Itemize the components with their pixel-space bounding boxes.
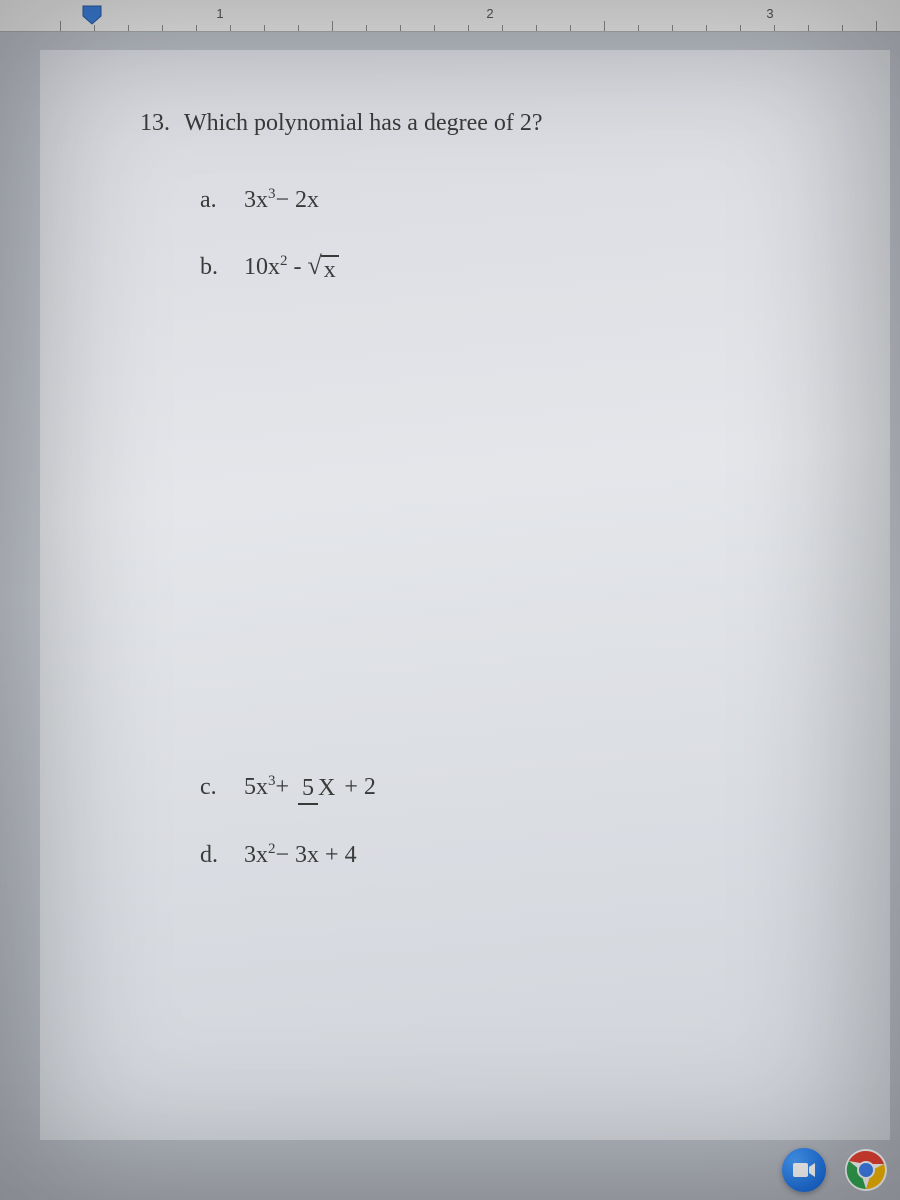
ruler-tick bbox=[638, 25, 639, 31]
sqrt-expression: √x bbox=[308, 255, 339, 284]
question-line: 13. Which polynomial has a degree of 2? bbox=[140, 110, 790, 137]
term-exponent: 3 bbox=[268, 186, 276, 202]
fraction-denominator: X bbox=[318, 773, 335, 801]
ruler-tick bbox=[298, 25, 299, 31]
choice-expression: 3x2− 3x + 4 bbox=[244, 842, 357, 869]
term-operator: - bbox=[288, 254, 308, 280]
ruler-tick bbox=[332, 21, 333, 31]
choice-a: a. 3x3− 2x bbox=[200, 187, 790, 214]
ruler-tick bbox=[468, 25, 469, 31]
term-coef: 10x bbox=[244, 254, 280, 280]
ruler-tick bbox=[60, 21, 61, 31]
camera-app-icon[interactable] bbox=[782, 1148, 826, 1192]
ruler-tick bbox=[94, 25, 95, 31]
vertical-gap bbox=[140, 324, 790, 774]
ruler-tick bbox=[264, 25, 265, 31]
choice-d: d. 3x2− 3x + 4 bbox=[200, 842, 790, 869]
ruler-tick bbox=[570, 25, 571, 31]
choice-letter: a. bbox=[200, 187, 222, 214]
ruler-tick bbox=[876, 21, 877, 31]
ruler-tick bbox=[774, 25, 775, 31]
term-rest: − 3x + 4 bbox=[276, 842, 357, 868]
ruler-tick bbox=[808, 25, 809, 31]
term-rest: − 2x bbox=[276, 187, 320, 213]
term-exponent: 3 bbox=[268, 773, 276, 789]
choice-b: b. 10x2 - √x bbox=[200, 254, 790, 284]
ruler-tick bbox=[842, 25, 843, 31]
ruler-tick bbox=[400, 25, 401, 31]
fraction-numerator: 5 bbox=[298, 775, 318, 805]
choice-letter: c. bbox=[200, 774, 222, 801]
choice-letter: d. bbox=[200, 842, 222, 869]
choice-expression: 5x3+ 5X + 2 bbox=[244, 774, 376, 802]
fraction: 5X bbox=[298, 775, 335, 802]
term-rest: + 2 bbox=[338, 774, 376, 800]
ruler-tick bbox=[434, 25, 435, 31]
ruler-number: 1 bbox=[216, 6, 223, 21]
ruler-marks: 1 2 3 bbox=[60, 0, 900, 31]
term-coef: 5x bbox=[244, 774, 268, 800]
question-number: 13. bbox=[140, 110, 170, 137]
ruler-tick bbox=[230, 25, 231, 31]
ruler-tick bbox=[196, 25, 197, 31]
choice-expression: 3x3− 2x bbox=[244, 187, 319, 214]
taskbar-icons bbox=[782, 1148, 888, 1192]
ruler-number: 3 bbox=[766, 6, 773, 21]
ruler-tick bbox=[128, 25, 129, 31]
term-operator: + bbox=[276, 774, 296, 800]
ruler-tick bbox=[672, 25, 673, 31]
term-coef: 3x bbox=[244, 842, 268, 868]
choice-expression: 10x2 - √x bbox=[244, 254, 339, 284]
term-exponent: 2 bbox=[268, 841, 276, 857]
choice-c: c. 5x3+ 5X + 2 bbox=[200, 774, 790, 802]
ruler-tick bbox=[536, 25, 537, 31]
ruler-tick bbox=[740, 25, 741, 31]
ruler-tick bbox=[706, 25, 707, 31]
document-page: 13. Which polynomial has a degree of 2? … bbox=[40, 50, 890, 1140]
choice-letter: b. bbox=[200, 254, 222, 281]
ruler-tick bbox=[502, 25, 503, 31]
sqrt-argument: x bbox=[321, 255, 339, 284]
chrome-app-icon[interactable] bbox=[844, 1148, 888, 1192]
sqrt-symbol: √ bbox=[308, 255, 322, 277]
ruler-number: 2 bbox=[486, 6, 493, 21]
question-text: Which polynomial has a degree of 2? bbox=[184, 110, 543, 137]
term-coef: 3x bbox=[244, 187, 268, 213]
term-exponent: 2 bbox=[280, 253, 288, 269]
ruler-tick bbox=[366, 25, 367, 31]
ruler: 1 2 3 bbox=[0, 0, 900, 32]
ruler-tick bbox=[162, 25, 163, 31]
ruler-tick bbox=[604, 21, 605, 31]
